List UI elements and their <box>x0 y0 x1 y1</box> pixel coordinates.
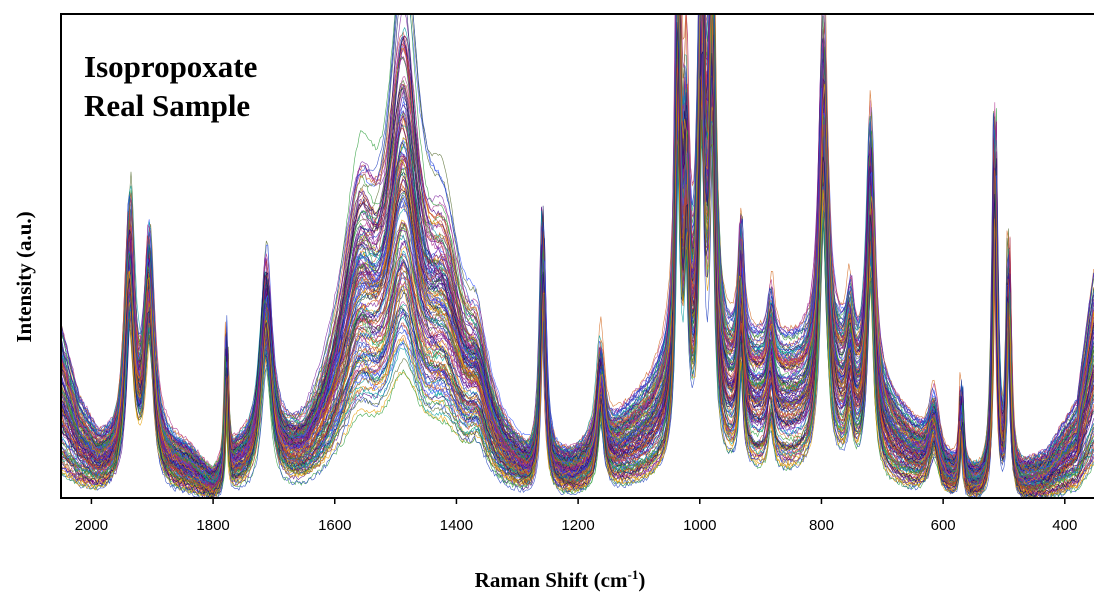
spectrum-line <box>61 22 1094 497</box>
spectrum-line <box>61 41 1094 478</box>
plot-background <box>61 14 1094 498</box>
annotation-line-2: Real Sample <box>84 88 250 123</box>
spectrum-line <box>61 17 1094 489</box>
x-tick-label: 1600 <box>318 517 351 534</box>
spectrum-line <box>61 14 1094 482</box>
annotation-line-1: Isopropoxate <box>84 49 257 84</box>
spectrum-line <box>61 70 1094 498</box>
y-axis-title: Intensity (a.u.) <box>12 211 36 342</box>
x-tick-label: 1200 <box>561 517 594 534</box>
spectrum-line <box>61 14 1094 472</box>
x-tick-label: 2000 <box>75 517 108 534</box>
x-tick-label: 1800 <box>196 517 229 534</box>
spectrum-line <box>61 56 1094 494</box>
x-axis-title-main: Raman Shift (cm <box>475 568 628 592</box>
spectrum-line <box>61 14 1094 471</box>
spectrum-line <box>61 14 1094 482</box>
spectrum-line <box>61 14 1094 468</box>
x-axis-title-superscript: -1 <box>627 567 638 582</box>
x-tick-label: 1400 <box>440 517 473 534</box>
spectrum-line <box>61 14 1094 492</box>
spectrum-line <box>61 92 1094 498</box>
spectrum-line <box>61 14 1094 496</box>
x-tick-label: 1000 <box>683 517 716 534</box>
x-axis-title-closing: ) <box>638 568 645 592</box>
spectra-lines <box>61 14 1094 498</box>
x-axis-title: Raman Shift (cm-1) <box>475 567 646 592</box>
x-tick-label: 600 <box>931 517 956 534</box>
spectrum-line <box>61 14 1094 476</box>
x-tick-label: 800 <box>809 517 834 534</box>
spectrum-line <box>61 119 1094 491</box>
x-axis-ticks: 2000 1800 1600 1400 1200 1000 800 600 400 <box>75 498 1077 534</box>
x-tick-label: 400 <box>1052 517 1077 534</box>
spectrum-line <box>61 133 1094 498</box>
spectrum-line <box>61 83 1094 498</box>
spectrum-line <box>61 14 1094 494</box>
spectrum-line <box>61 14 1094 474</box>
spectrum-line <box>61 14 1094 497</box>
